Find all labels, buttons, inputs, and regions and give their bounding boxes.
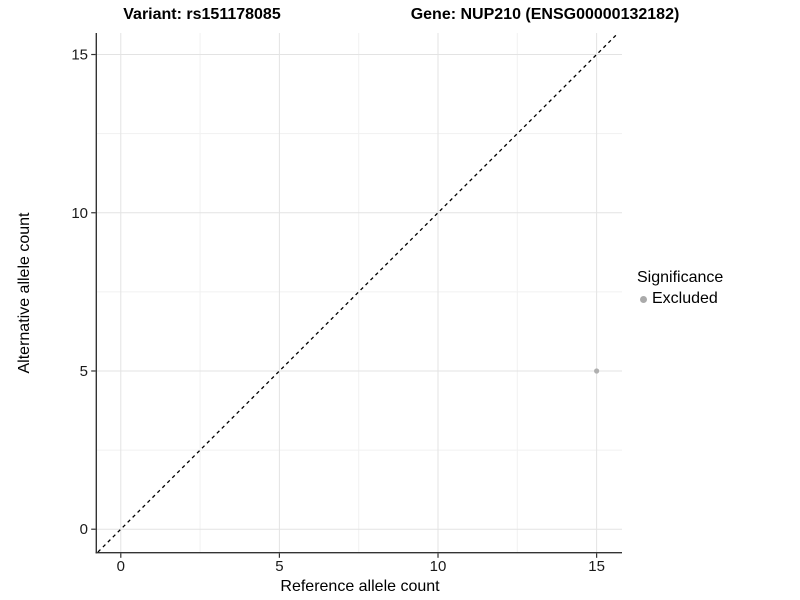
y-axis-title: Alternative allele count — [16, 212, 33, 374]
y-tick-label: 5 — [80, 363, 88, 380]
excluded-point-icon — [640, 295, 647, 303]
data-point — [594, 368, 600, 374]
y-tick-label: 10 — [71, 205, 88, 222]
x-tick-label: 10 — [430, 558, 447, 575]
y-tick-label: 15 — [71, 47, 88, 64]
identity-line — [97, 32, 619, 553]
legend-item-label: Excluded — [652, 290, 718, 307]
legend-item-excluded: Excluded — [640, 290, 723, 308]
legend: Significance Excluded — [637, 269, 723, 308]
y-tick-label: 0 — [80, 521, 88, 538]
variant-title: Variant: rs151178085 — [123, 6, 281, 23]
x-tick-label: 15 — [588, 558, 605, 575]
x-axis-title: Reference allele count — [280, 578, 440, 595]
x-tick-label: 5 — [275, 558, 283, 575]
legend-title: Significance — [637, 269, 724, 286]
gene-title: Gene: NUP210 (ENSG00000132182) — [410, 6, 680, 23]
x-tick-label: 0 — [117, 558, 125, 575]
